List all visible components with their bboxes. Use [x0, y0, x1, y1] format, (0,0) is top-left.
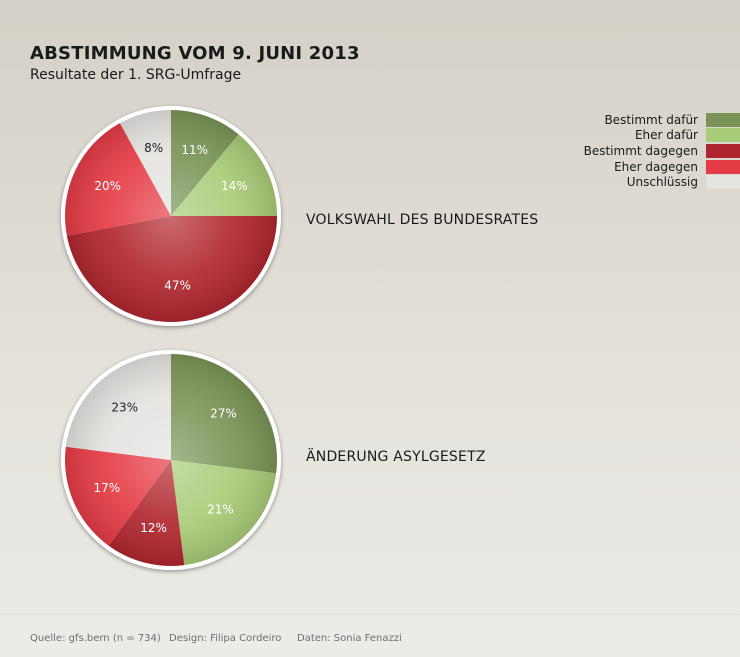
- footer-design: Design: Filipa Cordeiro: [169, 633, 282, 644]
- pie-chart-volkswahl: 11% 14% 47% 20% 8%: [61, 106, 281, 326]
- slice-label: 27%: [210, 407, 237, 421]
- chart-title-asylgesetz: ÄNDERUNG ASYLGESETZ: [306, 449, 486, 465]
- legend-label: Unschlüssig: [626, 175, 698, 190]
- legend-swatch: [706, 143, 740, 158]
- slice-label: 47%: [164, 279, 191, 293]
- legend-item-bestimmt-dafuer: Bestimmt dafür: [584, 112, 740, 128]
- slice-label: 11%: [181, 143, 208, 157]
- slice-label: 17%: [93, 481, 120, 495]
- legend-item-eher-dagegen: Eher dagegen: [584, 159, 740, 175]
- slice-label: 12%: [140, 521, 167, 535]
- slice-label: 20%: [94, 179, 121, 193]
- legend-label: Eher dagegen: [614, 159, 698, 174]
- legend-swatch: [706, 128, 740, 143]
- slice-label: 14%: [221, 179, 248, 193]
- legend-item-bestimmt-dagegen: Bestimmt dagegen: [584, 143, 740, 159]
- slice-label: 8%: [144, 141, 163, 155]
- legend-label: Bestimmt dagegen: [583, 143, 698, 158]
- chart-title-volkswahl: VOLKSWAHL DES BUNDESRATES: [306, 212, 539, 228]
- pie-shading: [65, 354, 277, 566]
- page-subtitle: Resultate der 1. SRG-Umfrage: [30, 67, 242, 83]
- legend-item-unschluessig: Unschlüssig: [584, 174, 740, 190]
- footer: Quelle: gfs.bern (n = 734) Design: Filip…: [0, 614, 740, 657]
- pie-shading: [65, 110, 277, 322]
- legend-swatch: [706, 112, 740, 127]
- legend-item-eher-dafuer: Eher dafür: [584, 128, 740, 144]
- pie-chart-asylgesetz: 27% 21% 12% 17% 23%: [61, 350, 281, 570]
- legend-label: Bestimmt dafür: [604, 112, 698, 127]
- page-title: ABSTIMMUNG VOM 9. JUNI 2013: [30, 43, 360, 64]
- footer-data: Daten: Sonia Fenazzi: [297, 633, 402, 644]
- slice-label: 23%: [111, 401, 138, 415]
- legend-label: Eher dafür: [634, 128, 698, 143]
- legend: Bestimmt dafür Eher dafür Bestimmt dageg…: [584, 112, 740, 190]
- legend-swatch: [706, 175, 740, 190]
- legend-swatch: [706, 159, 740, 174]
- slice-label: 21%: [207, 503, 234, 517]
- footer-source: Quelle: gfs.bern (n = 734): [30, 633, 161, 644]
